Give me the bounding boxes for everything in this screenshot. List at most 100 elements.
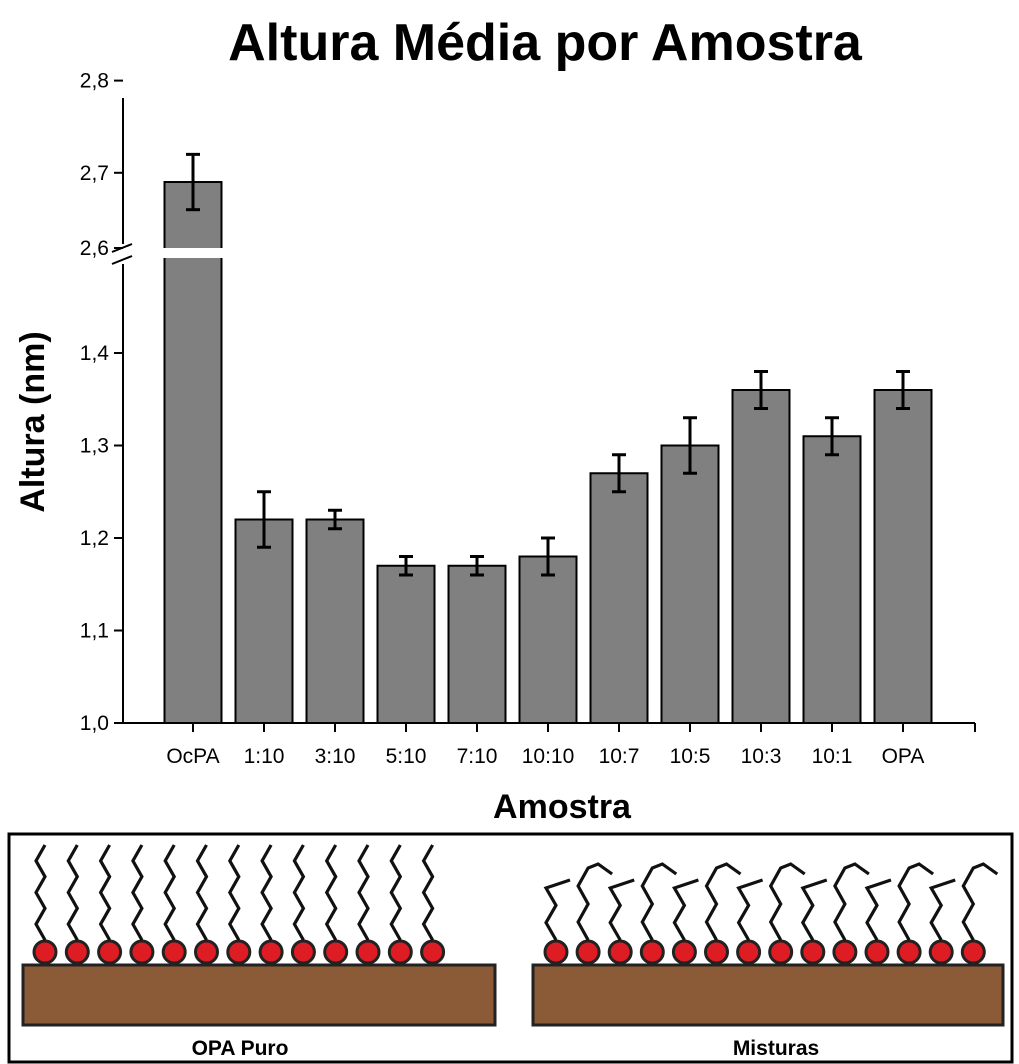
molecule-head — [258, 939, 284, 965]
molecule-chain — [163, 844, 177, 941]
molecule-chain — [389, 844, 403, 941]
molecule-chain — [928, 878, 956, 941]
molecule-head — [928, 939, 954, 965]
molecule-head — [355, 939, 381, 965]
y-tick-label: 2,8 — [80, 70, 109, 93]
bar — [234, 518, 294, 724]
substrate-misturas — [531, 963, 1005, 1027]
molecule-chain — [736, 878, 764, 941]
x-tick-label: 7:10 — [457, 745, 498, 768]
molecule-chain — [357, 844, 370, 941]
bar — [376, 564, 436, 724]
molecule-chain — [704, 862, 742, 941]
x-tick-label: 10:7 — [599, 745, 640, 768]
x-tick-label: 3:10 — [315, 745, 356, 768]
molecule-head — [639, 939, 665, 965]
molecule-head — [768, 939, 794, 965]
molecule-chain — [607, 878, 635, 941]
x-tick-label: 1:10 — [244, 745, 285, 768]
bar — [731, 389, 791, 724]
y-tick-label: 1,4 — [80, 342, 110, 365]
label-misturas: Misturas — [733, 1037, 819, 1060]
molecule-chain — [195, 844, 209, 941]
molecule-head — [161, 939, 187, 965]
y-tick-label: 1,0 — [80, 712, 109, 735]
molecule-chain — [66, 844, 80, 941]
molecule-head — [543, 939, 569, 965]
molecule-head — [800, 939, 826, 965]
molecule-chain — [260, 844, 273, 941]
molecule-chain — [98, 844, 112, 941]
bars-group — [163, 152, 933, 724]
molecule-chain — [961, 862, 999, 941]
molecule-head — [736, 939, 762, 965]
chart-title: Altura Média por Amostra — [228, 14, 863, 72]
x-ticks-group: OcPA 1:10 3:10 5:10 7:10 10:10 10:7 10:5 10:3 10:… — [166, 723, 976, 768]
x-tick-label: 10:3 — [741, 745, 782, 768]
y-tick-label: 1,3 — [80, 435, 109, 458]
molecule-chain — [421, 844, 435, 941]
bar — [873, 389, 933, 724]
schematic-frame — [7, 832, 1014, 1064]
substrate-opa — [21, 963, 497, 1027]
molecule-head — [896, 939, 922, 965]
molecule-chain — [131, 844, 144, 941]
molecule-head — [32, 939, 58, 965]
x-axis-title: Amostra — [493, 788, 632, 826]
bar — [163, 181, 223, 724]
bar — [518, 555, 578, 724]
y-tick-label: 1,2 — [80, 527, 109, 550]
x-tick-label: 10:5 — [670, 745, 711, 768]
molecule-head — [864, 939, 890, 965]
x-tick-label: 10:10 — [522, 745, 575, 768]
x-tick-label: OcPA — [166, 745, 219, 768]
molecule-head — [832, 939, 858, 965]
molecule-head — [290, 939, 316, 965]
molecule-chain — [543, 878, 571, 941]
y-axis-title-group: Altura (nm) — [14, 331, 52, 512]
molecule-head — [64, 939, 90, 965]
molecule-chain — [833, 862, 870, 941]
label-opa-puro: OPA Puro — [192, 1037, 289, 1060]
molecule-chain — [292, 844, 306, 941]
molecule-head — [129, 939, 155, 965]
molecule-head — [97, 939, 123, 965]
molecule-head — [194, 939, 219, 965]
y-ticks-group: 1,0 1,1 1,2 1,3 1,4 2,6 2,7 2,8 — [80, 70, 123, 735]
x-tick-label: 10:1 — [812, 745, 853, 768]
y-axis-title: Altura (nm) — [14, 331, 52, 512]
bar — [660, 444, 720, 724]
bar — [802, 435, 862, 724]
molecule-chain — [324, 844, 338, 941]
molecule-chain — [672, 878, 699, 941]
molecule-head — [226, 939, 252, 965]
molecule-head — [607, 939, 633, 965]
y-tick-label: 2,7 — [80, 162, 109, 185]
x-tick-label: 5:10 — [386, 745, 427, 768]
molecule-chain — [864, 878, 892, 941]
bar — [305, 518, 365, 724]
molecule-head — [704, 939, 729, 965]
molecule-head — [671, 939, 697, 965]
molecule-chain — [576, 862, 614, 941]
molecule-head — [387, 939, 413, 965]
axis-break-mark — [111, 255, 133, 265]
molecule-chain — [800, 878, 828, 941]
bar — [447, 564, 507, 724]
molecule-head — [960, 939, 986, 965]
bar — [589, 472, 649, 724]
molecule-head — [323, 939, 349, 965]
molecules-group — [32, 844, 999, 965]
molecule-chain — [34, 844, 47, 941]
x-tick-label: OPA — [882, 745, 925, 768]
y-tick-label: 2,6 — [80, 237, 109, 260]
molecule-chain — [640, 862, 678, 941]
bar-break-band — [163, 248, 223, 258]
y-tick-label: 1,1 — [80, 620, 109, 643]
molecule-chain — [768, 862, 806, 941]
molecule-chain — [897, 862, 935, 941]
molecule-head — [575, 939, 601, 965]
molecule-head — [420, 939, 446, 965]
molecule-chain — [227, 844, 241, 941]
